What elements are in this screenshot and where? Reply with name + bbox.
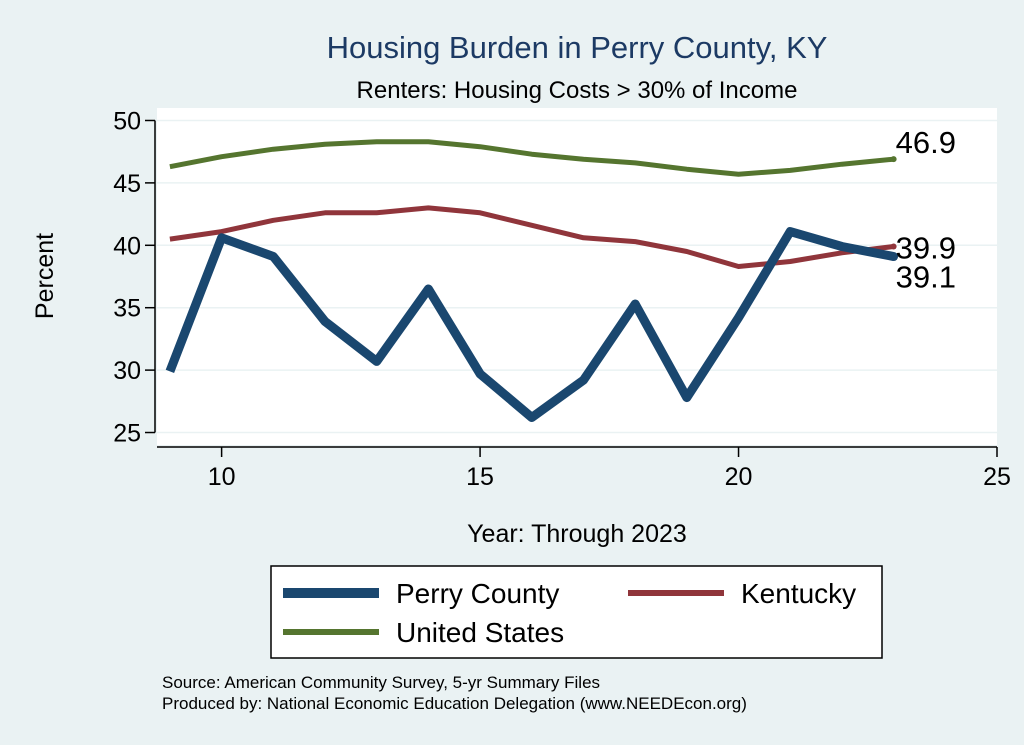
x-tick-label: 20 (725, 463, 753, 491)
end-value-label: 39.1 (896, 260, 956, 295)
series-line-perry-county (165, 227, 895, 422)
y-tick-label: 35 (113, 295, 141, 323)
chart-subtitle: Renters: Housing Costs > 30% of Income (357, 77, 798, 104)
y-tick-label: 25 (113, 420, 141, 448)
legend-box (270, 565, 883, 659)
series-line-united-states (169, 139, 894, 177)
y-tick-label: 45 (113, 170, 141, 198)
x-axis-label: Year: Through 2023 (467, 520, 687, 548)
end-value-label: 46.9 (896, 125, 956, 160)
y-tick-label: 30 (113, 357, 141, 385)
x-tick-label: 15 (466, 463, 494, 491)
grid-lines (157, 119, 997, 434)
end-point-kentucky (890, 243, 897, 250)
y-tick-label: 40 (113, 232, 141, 260)
legend: Perry County Kentucky United States (270, 565, 883, 659)
end-point-united-states (890, 156, 897, 163)
axes: 25 30 35 40 45 50 10 15 20 25 (113, 107, 1011, 491)
end-value-label: 39.9 (896, 231, 956, 266)
legend-label: Kentucky (741, 578, 856, 609)
legend-items: Perry County Kentucky United States (283, 578, 856, 648)
y-tick-label: 50 (113, 107, 141, 135)
x-tick-label: 10 (208, 463, 236, 491)
x-tick-label: 25 (983, 463, 1011, 491)
chart-title: Housing Burden in Perry County, KY (327, 30, 828, 65)
end-labels: 39.139.9 46.9 (896, 125, 956, 294)
producer-note: Produced by: National Economic Education… (162, 694, 747, 713)
legend-label: United States (396, 617, 564, 648)
source-note: Source: American Community Survey, 5-yr … (162, 673, 600, 692)
end-point-perry-county (889, 252, 899, 262)
legend-label: Perry County (396, 578, 559, 609)
y-axis-label: Percent (31, 233, 59, 319)
series-lines (165, 139, 899, 422)
